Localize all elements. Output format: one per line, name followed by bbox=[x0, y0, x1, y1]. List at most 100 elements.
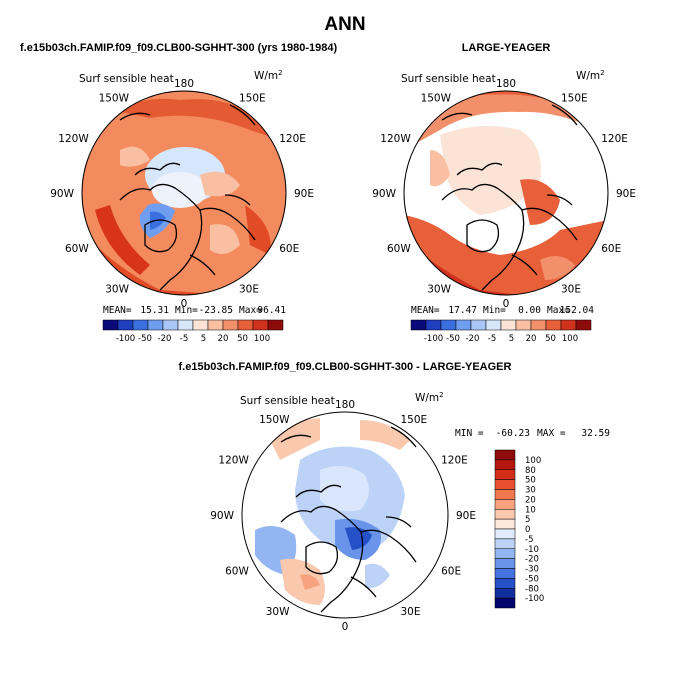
panel-a-min-label: Min= bbox=[175, 305, 198, 316]
panel-c-variable-label: Surf sensible heat bbox=[240, 395, 335, 407]
panel-c-lon-label-6: 0 bbox=[342, 621, 349, 633]
panel-a-lon-label-3: 90E bbox=[294, 188, 314, 200]
panel-b-colorbar-label-5: 20 bbox=[526, 334, 537, 344]
panel-c-coastlines bbox=[280, 426, 417, 613]
panel-a-colorbar-label-7: 100 bbox=[254, 334, 270, 344]
panel-c-units-label: W/m2 bbox=[415, 391, 444, 404]
panel-c-lon-label-2: 120E bbox=[441, 455, 468, 467]
panel-c-colorbar-label-6: 5 bbox=[525, 515, 530, 525]
panel-a-colorbar-swatch bbox=[117, 319, 134, 331]
panel-c-colorbar-label-12: -50 bbox=[525, 574, 539, 584]
panel-a-lon-label-2: 120E bbox=[279, 133, 306, 145]
panel-b-variable-label: Surf sensible heat bbox=[401, 73, 496, 85]
panel-b-max-label: Max= bbox=[547, 305, 570, 316]
panel-b-colorbar-swatch bbox=[545, 319, 562, 331]
panel-a-colorbar-swatch bbox=[222, 319, 239, 331]
panel-b-field bbox=[404, 91, 608, 295]
panel-c-max-value: 32.59 bbox=[581, 428, 610, 439]
panel-b-min-label: Min= bbox=[483, 305, 506, 316]
panel-a-min-value: -23.85 bbox=[199, 305, 233, 316]
panel-c-colorbar-swatch bbox=[494, 449, 516, 461]
panel-c-colorbar-swatch bbox=[494, 578, 516, 589]
panel-c-field bbox=[242, 412, 448, 618]
panel-a-colorbar-swatch bbox=[237, 319, 254, 331]
panel-b-colorbar-swatch bbox=[425, 319, 442, 331]
panel-b-coastlines bbox=[441, 104, 578, 291]
panel-b-colorbar-label-6: 50 bbox=[545, 334, 556, 344]
panel-b-colorbar-label-1: -50 bbox=[446, 334, 460, 344]
panel-c-colorbar-label-4: 20 bbox=[525, 495, 536, 505]
panel-c-colorbar-swatch bbox=[494, 597, 516, 609]
panel-b-title: LARGE-YEAGER bbox=[462, 42, 551, 54]
panel-c-colorbar-label-9: -10 bbox=[525, 545, 539, 555]
panel-b-colorbar-swatch bbox=[575, 319, 592, 331]
panel-c-lon-label-9: 90W bbox=[210, 510, 234, 522]
panel-b-mean-value: 17.47 bbox=[448, 305, 477, 316]
panel-c-colorbar-label-10: -20 bbox=[525, 555, 539, 565]
panel-a-colorbar-swatch bbox=[147, 319, 164, 331]
panel-a-colorbar-swatch bbox=[207, 319, 224, 331]
panel-b-min-value: 0.00 bbox=[518, 305, 541, 316]
panel-c-colorbar-label-2: 50 bbox=[525, 476, 536, 486]
panel-b-lon-label-7: 30W bbox=[427, 283, 451, 295]
panel-c-colorbar-swatch bbox=[494, 558, 516, 569]
panel-c-map bbox=[241, 411, 449, 619]
panel-b-colorbar: -100 -50 -20 -5 5 20 50 100 MEAN= 17.47 Min= 0.00 Ma… bbox=[410, 305, 595, 344]
panel-c-colorbar-swatch bbox=[494, 518, 516, 530]
panel-c-colorbar: 100805030201050-5-10-20-30-50-80-100MIN … bbox=[455, 428, 610, 609]
panel-b-max-value: 152.04 bbox=[560, 305, 595, 316]
panel-a-colorbar-swatch bbox=[267, 319, 284, 331]
figure-title: ANN bbox=[324, 14, 365, 35]
panel-a-units-exponent: 2 bbox=[278, 69, 282, 77]
panel-b-lon-label-6: 0 bbox=[503, 298, 510, 310]
panel-a-colorbar-swatch bbox=[132, 319, 149, 331]
panel-b-colorbar-swatch bbox=[485, 319, 502, 331]
panel-c-colorbar-label-0: 100 bbox=[525, 456, 541, 466]
panel-b-colorbar-label-2: -20 bbox=[466, 334, 480, 344]
panel-a-map bbox=[81, 90, 287, 296]
panel-a-colorbar-swatch bbox=[192, 319, 209, 331]
panel-c-colorbar-label-5: 10 bbox=[525, 505, 536, 515]
panel-b-colorbar-swatch bbox=[440, 319, 457, 331]
panel-b-units-label: W/m2 bbox=[576, 69, 605, 82]
panel-a-lon-label-5: 30E bbox=[239, 283, 259, 295]
panel-c-colorbar-label-7: 0 bbox=[525, 525, 530, 535]
panel-b-colorbar-swatch bbox=[515, 319, 532, 331]
panel-c-colorbar-label-3: 30 bbox=[525, 486, 536, 496]
panel-c-lon-label-4: 60E bbox=[441, 566, 461, 578]
panel-c-colorbar-swatch bbox=[494, 459, 516, 470]
panel-b-lon-label-1: 150E bbox=[561, 93, 588, 105]
panel-c-units-exponent: 2 bbox=[439, 391, 443, 399]
panel-c-border bbox=[241, 411, 449, 619]
panel-a-max-value: 96.41 bbox=[257, 305, 286, 316]
panel-b-lon-label-4: 60E bbox=[601, 243, 621, 255]
panel-a-colorbar: -100 -50 -20 -5 5 20 50 100 MEAN= 15.31 Min= -23.85… bbox=[102, 305, 286, 344]
panel-b-lon-label-9: 90W bbox=[372, 188, 396, 200]
panel-c-lon-label-7: 30W bbox=[266, 606, 290, 618]
panel-a-mean-value: 15.31 bbox=[140, 305, 169, 316]
panel-c-lon-label-11: 150W bbox=[259, 414, 290, 426]
panel-a-lon-label-1: 150E bbox=[239, 93, 266, 105]
panel-b-lon-label-5: 30E bbox=[561, 283, 581, 295]
panel-c-max-label: MAX = bbox=[537, 428, 566, 439]
panel-b-colorbar-label-3: -5 bbox=[488, 334, 496, 344]
panel-c-colorbar-swatch bbox=[494, 509, 516, 520]
panel-a-colorbar-label-6: 50 bbox=[237, 334, 248, 344]
panel-c-lon-label-8: 60W bbox=[225, 566, 249, 578]
panel-c-colorbar-swatch bbox=[494, 479, 516, 490]
panel-c-colorbar-swatch bbox=[494, 499, 516, 510]
panel-c-colorbar-label-14: -100 bbox=[525, 594, 544, 604]
panel-c-lon-label-3: 90E bbox=[456, 510, 476, 522]
panel-a-lon-label-0: 180 bbox=[174, 78, 194, 90]
panel-a-lon-label-11: 150W bbox=[99, 93, 130, 105]
panel-b-colorbar-swatch bbox=[500, 319, 517, 331]
panel-a-lon-label-4: 60E bbox=[279, 243, 299, 255]
panel-b-colorbar-swatch bbox=[530, 319, 547, 331]
panel-b-mean-label: MEAN= bbox=[411, 305, 440, 316]
panel-a-field bbox=[82, 91, 286, 295]
panel-c-min-label: MIN = bbox=[455, 428, 484, 439]
panel-b-map bbox=[403, 90, 609, 296]
panel-a-variable-label: Surf sensible heat bbox=[79, 73, 174, 85]
panel-a-lon-label-10: 120W bbox=[58, 133, 89, 145]
panel-a-colorbar-label-3: -5 bbox=[180, 334, 188, 344]
